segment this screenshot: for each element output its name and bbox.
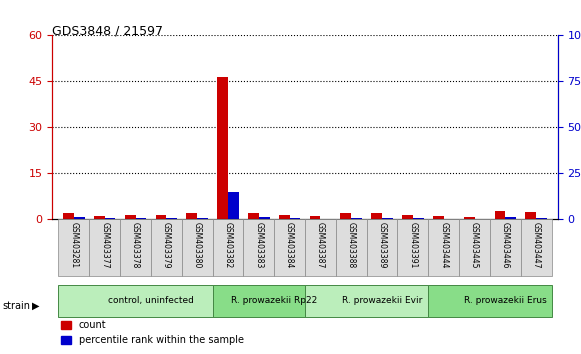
Text: GSM403389: GSM403389 (378, 222, 386, 269)
Bar (197, 218, 208, 219)
FancyBboxPatch shape (213, 219, 243, 276)
Text: GSM403384: GSM403384 (285, 222, 294, 269)
Bar (371, 213, 382, 219)
Legend: count, percentile rank within the sample: count, percentile rank within the sample (57, 316, 248, 349)
FancyBboxPatch shape (243, 219, 274, 276)
Bar (248, 213, 259, 219)
Bar (228, 192, 239, 219)
Bar (494, 211, 505, 219)
Text: strain: strain (3, 301, 31, 311)
Text: GSM403377: GSM403377 (100, 222, 109, 269)
Bar (217, 77, 228, 219)
Text: GSM403378: GSM403378 (131, 222, 140, 269)
FancyBboxPatch shape (305, 285, 428, 317)
FancyBboxPatch shape (59, 285, 213, 317)
FancyBboxPatch shape (397, 219, 428, 276)
Text: ▶: ▶ (32, 301, 40, 311)
FancyBboxPatch shape (367, 219, 397, 276)
FancyBboxPatch shape (459, 219, 490, 276)
Text: GSM403444: GSM403444 (439, 222, 448, 269)
FancyBboxPatch shape (274, 219, 305, 276)
FancyBboxPatch shape (305, 219, 336, 276)
Bar (505, 217, 516, 219)
Text: GSM403380: GSM403380 (193, 222, 202, 269)
Bar (340, 213, 352, 219)
Bar (187, 213, 197, 219)
FancyBboxPatch shape (490, 219, 521, 276)
Text: GSM403445: GSM403445 (470, 222, 479, 269)
Text: GSM403382: GSM403382 (224, 222, 232, 269)
FancyBboxPatch shape (428, 285, 551, 317)
Bar (352, 218, 362, 219)
Bar (382, 218, 393, 219)
Bar (433, 216, 444, 219)
Bar (125, 215, 135, 219)
FancyBboxPatch shape (151, 219, 182, 276)
FancyBboxPatch shape (89, 219, 120, 276)
Text: GSM403388: GSM403388 (347, 222, 356, 269)
FancyBboxPatch shape (120, 219, 151, 276)
FancyBboxPatch shape (59, 219, 89, 276)
Bar (289, 218, 300, 219)
Bar (166, 218, 177, 219)
Text: GSM403447: GSM403447 (532, 222, 541, 269)
Bar (63, 213, 74, 219)
Text: GDS3848 / 21597: GDS3848 / 21597 (52, 25, 163, 38)
Text: GSM403281: GSM403281 (69, 222, 78, 268)
Text: R. prowazekii Evir: R. prowazekii Evir (342, 296, 422, 306)
FancyBboxPatch shape (428, 219, 459, 276)
Bar (279, 215, 289, 219)
Text: GSM403391: GSM403391 (408, 222, 417, 269)
Bar (105, 218, 116, 219)
Bar (536, 218, 547, 219)
Text: R. prowazekii Erus: R. prowazekii Erus (464, 296, 547, 306)
Bar (525, 212, 536, 219)
Text: control, uninfected: control, uninfected (108, 296, 194, 306)
FancyBboxPatch shape (336, 219, 367, 276)
FancyBboxPatch shape (521, 219, 551, 276)
Text: GSM403379: GSM403379 (162, 222, 171, 269)
Bar (94, 216, 105, 219)
Bar (74, 217, 85, 219)
FancyBboxPatch shape (213, 285, 305, 317)
Bar (402, 215, 413, 219)
Bar (444, 218, 454, 219)
Bar (464, 217, 475, 219)
FancyBboxPatch shape (182, 219, 213, 276)
Bar (413, 218, 424, 219)
Bar (259, 217, 270, 219)
Bar (310, 216, 321, 219)
Bar (135, 218, 146, 219)
Text: GSM403387: GSM403387 (316, 222, 325, 269)
Text: GSM403383: GSM403383 (254, 222, 263, 269)
Text: R. prowazekii Rp22: R. prowazekii Rp22 (231, 296, 317, 306)
Text: GSM403446: GSM403446 (501, 222, 510, 269)
Bar (156, 215, 166, 219)
